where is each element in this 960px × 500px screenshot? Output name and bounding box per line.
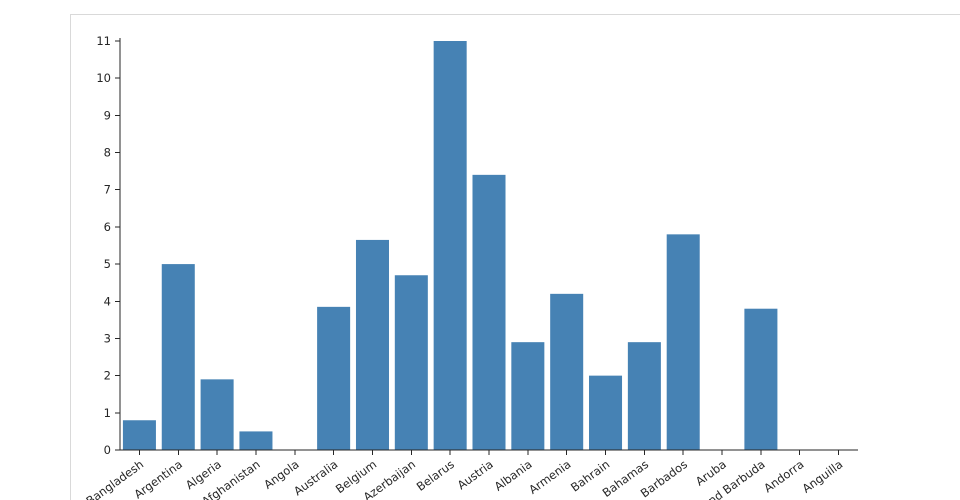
bar	[317, 306, 351, 450]
bar	[161, 264, 195, 450]
x-tick-label: Anguilla	[800, 457, 846, 496]
y-tick-label: 6	[104, 220, 111, 234]
y-tick-label: 9	[104, 108, 111, 122]
bar	[394, 275, 428, 450]
bar	[355, 239, 389, 450]
bar	[589, 375, 623, 450]
bar	[433, 41, 467, 450]
y-tick-label: 5	[104, 257, 111, 271]
bar	[744, 308, 778, 450]
bar	[239, 431, 273, 450]
y-tick-label: 4	[104, 294, 111, 308]
x-tick-label: Belarus	[414, 457, 457, 494]
x-tick-label: Australia	[291, 457, 340, 498]
y-tick-label: 0	[104, 443, 111, 457]
y-tick-label: 7	[104, 183, 111, 197]
y-tick-label: 10	[96, 71, 111, 85]
bar	[550, 293, 584, 450]
x-tick-label: Armenia	[526, 457, 573, 497]
y-tick-label: 3	[104, 331, 111, 345]
x-tick-label: Austria	[455, 457, 496, 492]
x-tick-label: Andorra	[761, 457, 806, 495]
bar	[627, 342, 661, 450]
y-tick-label: 2	[104, 369, 111, 383]
y-tick-label: 8	[104, 146, 111, 160]
bar	[200, 379, 234, 450]
bar	[666, 234, 700, 450]
bar	[511, 342, 545, 450]
y-tick-label: 1	[104, 406, 111, 420]
bar	[122, 420, 156, 450]
y-tick-label: 11	[96, 34, 111, 48]
bar	[472, 174, 506, 450]
